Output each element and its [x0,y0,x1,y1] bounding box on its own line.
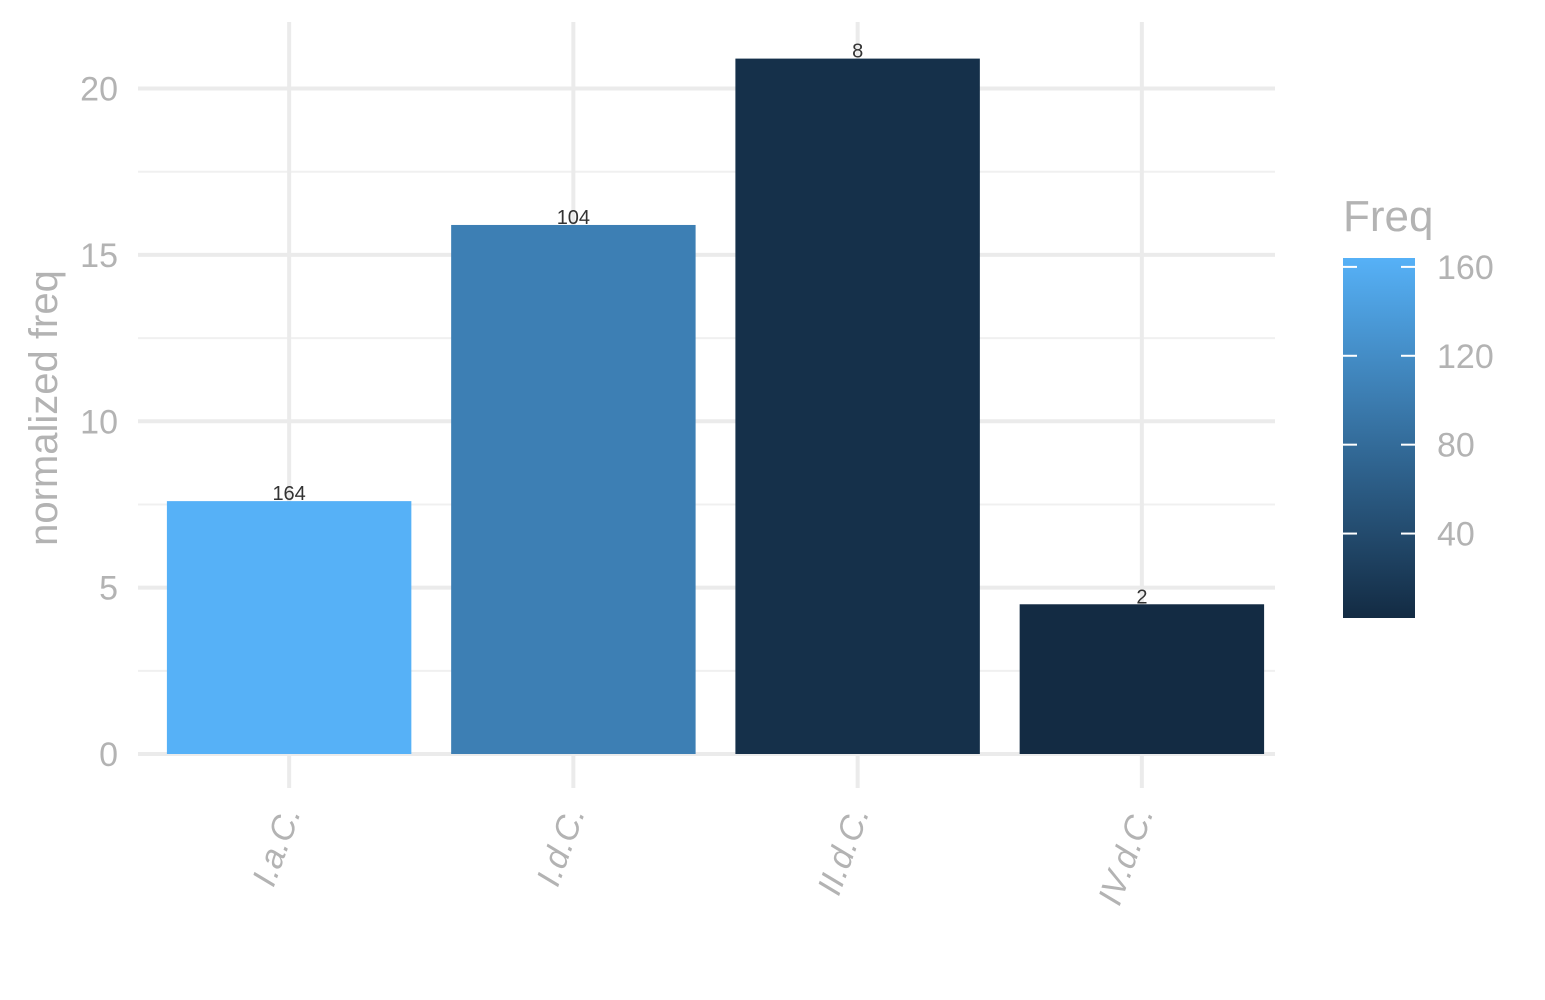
y-axis-title: normalized freq [22,270,66,546]
bar [1019,604,1265,754]
y-tick-label: 0 [99,736,118,774]
x-tick-label: I.d.C. [529,802,592,891]
bar-value-label: 104 [557,207,590,229]
y-tick-label: 15 [80,237,118,275]
legend-tick-label: 40 [1437,516,1475,554]
bar-value-label: 8 [852,41,863,63]
legend-colorbar [1343,258,1415,618]
x-tick-label: I.a.C. [245,802,308,891]
x-tick-label: IV.d.C. [1091,802,1161,910]
bar [451,224,696,755]
legend-ticks: 40 80 120 160 [1343,249,1494,554]
bar-value-label: 164 [272,483,305,505]
bar [735,58,980,755]
y-axis: 0 5 10 15 20 [80,71,118,774]
legend-tick-label: 160 [1437,249,1494,287]
bar [166,501,412,754]
bar-value-label: 2 [1136,586,1147,608]
y-tick-label: 10 [80,403,118,441]
bar-value-labels: 164 104 8 2 [272,41,1147,609]
x-axis: I.a.C. I.d.C. II.d.C. IV.d.C. [245,802,1161,910]
legend-tick-label: 120 [1437,338,1494,376]
y-tick-label: 20 [80,71,118,109]
y-tick-label: 5 [99,570,118,608]
x-tick-label: II.d.C. [810,802,877,900]
bars [166,58,1265,755]
legend-title: Freq [1343,192,1433,241]
color-legend: Freq 40 80 120 160 [1343,192,1494,618]
legend-tick-label: 80 [1437,427,1475,465]
